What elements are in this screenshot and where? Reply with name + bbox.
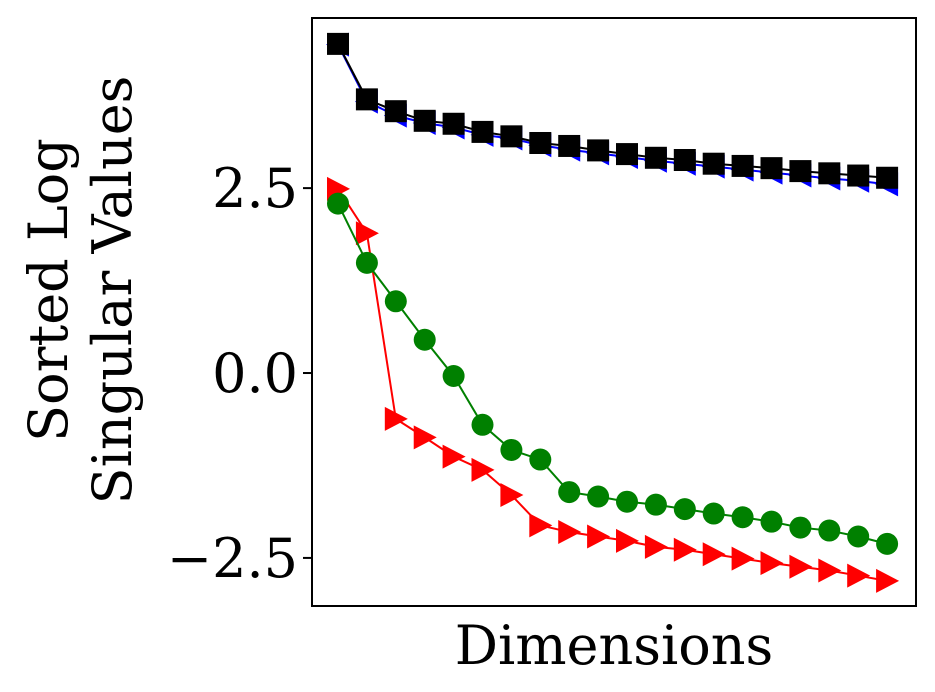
- data-point: [558, 481, 581, 504]
- data-point: [876, 532, 899, 555]
- data-point: [673, 498, 696, 521]
- data-point: [789, 516, 812, 539]
- data-point: [587, 485, 610, 508]
- data-point: [500, 438, 523, 461]
- data-point: [702, 542, 726, 567]
- data-point: [355, 88, 378, 111]
- data-point: [760, 510, 783, 533]
- data-point: [384, 100, 407, 123]
- data-point: [644, 493, 667, 516]
- series-green-circle: [327, 192, 899, 555]
- data-point: [616, 143, 639, 166]
- data-point: [471, 120, 494, 143]
- data-point: [644, 146, 667, 169]
- series-line: [337, 203, 888, 545]
- data-point: [818, 519, 841, 542]
- data-point: [529, 513, 553, 538]
- data-point: [529, 131, 552, 154]
- data-point: [702, 152, 725, 175]
- data-point: [818, 558, 842, 583]
- data-point: [442, 364, 465, 387]
- data-point: [384, 406, 408, 431]
- data-point: [760, 551, 784, 576]
- data-point: [413, 328, 436, 351]
- data-point: [818, 162, 841, 185]
- data-point: [500, 125, 523, 148]
- data-point: [847, 563, 871, 588]
- data-point: [731, 154, 754, 177]
- data-point: [529, 448, 552, 471]
- data-point: [327, 32, 350, 55]
- data-point: [413, 425, 437, 450]
- data-point: [587, 524, 611, 549]
- data-point: [702, 502, 725, 525]
- data-point: [644, 534, 668, 559]
- y-tick-label: 2.5: [212, 157, 298, 220]
- y-tick-label: 0.0: [212, 342, 298, 405]
- data-point: [731, 506, 754, 529]
- data-point: [327, 192, 350, 215]
- data-point: [847, 525, 870, 548]
- y-tick-label: −2.5: [167, 527, 298, 590]
- y-axis-label-line-1: Sorted Log: [17, 138, 80, 442]
- data-point: [442, 112, 465, 135]
- y-axis-label-line-2: Singular Values: [81, 76, 144, 505]
- data-point: [471, 413, 494, 436]
- data-point: [442, 444, 466, 469]
- data-point: [355, 251, 378, 274]
- data-point: [616, 528, 640, 553]
- y-axis-ticks: 2.5 0.0 −2.5: [167, 157, 312, 590]
- data-point: [673, 149, 696, 172]
- data-point: [876, 568, 900, 593]
- series-red-right-triangle: [327, 176, 900, 593]
- data-point: [413, 109, 436, 132]
- x-axis-label: Dimensions: [455, 614, 774, 677]
- data-point: [355, 221, 379, 246]
- plot-frame: [311, 17, 917, 607]
- data-point: [558, 520, 582, 545]
- data-point: [876, 166, 899, 189]
- data-point: [558, 134, 581, 157]
- data-point: [587, 139, 610, 162]
- series-black-square: [327, 32, 899, 189]
- data-point: [384, 290, 407, 313]
- data-point: [673, 537, 697, 562]
- data-point: [847, 164, 870, 187]
- data-point: [731, 546, 755, 571]
- y-axis-label-group: Sorted Log Singular Values: [17, 76, 144, 505]
- data-point: [760, 157, 783, 180]
- data-point: [616, 490, 639, 513]
- data-point: [471, 457, 495, 482]
- data-point: [789, 554, 813, 579]
- data-point: [789, 160, 812, 183]
- data-point: [500, 483, 524, 508]
- plot-area: [326, 32, 900, 593]
